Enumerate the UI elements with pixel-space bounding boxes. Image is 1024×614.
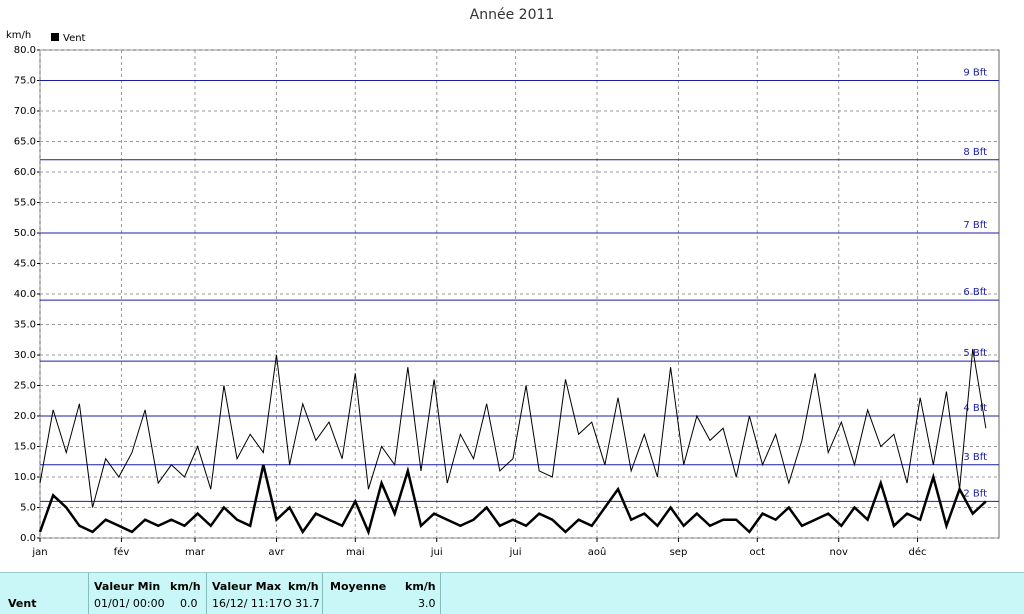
y-tick-label: 0.0 <box>20 533 36 544</box>
separator <box>440 573 441 614</box>
x-tick-label: nov <box>830 547 848 558</box>
beaufort-label: 2 Bft <box>963 488 987 499</box>
beaufort-label: 8 Bft <box>963 147 987 158</box>
y-tick-label: 55.0 <box>14 198 36 209</box>
y-tick-label: 5.0 <box>20 503 36 514</box>
y-tick-label: 45.0 <box>14 259 36 270</box>
beaufort-label: 9 Bft <box>963 68 987 79</box>
x-tick-label: aoû <box>588 546 607 558</box>
beaufort-label: 5 Bft <box>963 348 987 359</box>
date: 16/12/ 11:17 <box>212 597 283 610</box>
y-tick-label: 20.0 <box>14 411 36 422</box>
y-tick-label: 35.0 <box>14 320 36 331</box>
y-tick-label: 65.0 <box>14 137 36 148</box>
header: Valeur Min <box>94 580 161 593</box>
x-tick-label: mar <box>185 547 206 558</box>
y-axis-label: km/h <box>6 30 31 41</box>
beaufort-label: 3 Bft <box>963 452 987 463</box>
x-tick-label: jui <box>509 547 522 558</box>
line <box>39 348 987 508</box>
y-tick-label: 75.0 <box>14 76 36 87</box>
y-tick-label: 10.0 <box>14 472 36 483</box>
separator <box>322 573 323 614</box>
x-tick-label: avr <box>268 547 285 558</box>
beaufort-label: 4 Bft <box>963 403 987 414</box>
x-tick-label: fév <box>114 546 130 558</box>
x-tick-label: sep <box>670 547 688 558</box>
x-tick-label: mai <box>346 547 365 558</box>
header: Valeur Max <box>212 580 282 593</box>
unit: km/h <box>170 580 201 593</box>
value: O 31.7 <box>283 597 320 610</box>
y-tick-label: 50.0 <box>14 228 36 239</box>
value: 3.0 <box>418 597 436 610</box>
chart: Année 2011 km/h 0.0 5.0 10.0 15.0 20.0 25.0 30… <box>6 7 1000 558</box>
y-tick-label: 40.0 <box>14 289 36 300</box>
y-tick-label: 15.0 <box>14 442 36 453</box>
x-tick-label: jui <box>430 547 443 558</box>
date: 01/01/ 00:00 <box>94 597 165 610</box>
separator <box>88 573 89 614</box>
unit: km/h <box>288 580 319 593</box>
beaufort-label: 7 Bft <box>963 220 987 231</box>
x-tick-label: oct <box>750 547 766 558</box>
chart-title: Année 2011 <box>470 7 555 23</box>
value: 0.0 <box>180 597 198 610</box>
stats-panel: Vent Valeur Min km/h 01/01/ 00:00 0.0 Va… <box>0 572 1024 614</box>
header: Moyenne <box>330 580 387 593</box>
legend-label: Vent <box>63 33 86 44</box>
unit: km/h <box>405 580 436 593</box>
separator <box>206 573 207 614</box>
y-tick-label: 80.0 <box>14 45 36 56</box>
beaufort-label: 6 Bft <box>963 287 987 298</box>
row-label: Vent <box>8 597 37 610</box>
x-tick-label: déc <box>909 546 927 558</box>
legend-swatch <box>51 33 59 41</box>
y-tick-label: 60.0 <box>14 167 36 178</box>
y-tick-label: 70.0 <box>14 106 36 117</box>
y-tick-label: 25.0 <box>14 381 36 392</box>
y-tick-label: 30.0 <box>14 350 36 361</box>
line <box>38 464 987 536</box>
x-tick-label: jan <box>31 547 47 558</box>
